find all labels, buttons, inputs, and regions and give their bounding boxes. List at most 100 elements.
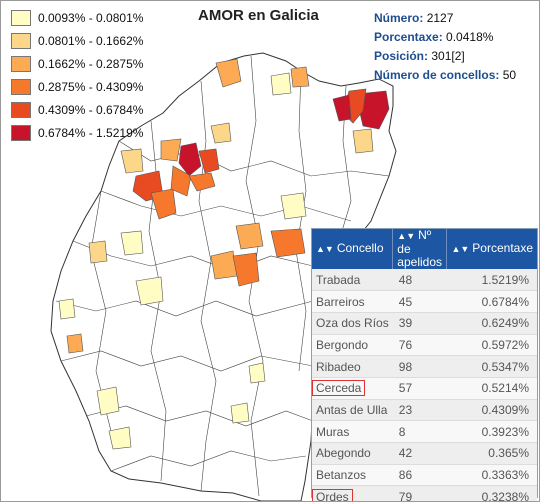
stat-posicion: Posición: 301[2] [374,49,465,63]
cell-porcentaxe: 0.365% [446,442,537,465]
cell-porcentaxe: 0.3238% [446,485,537,501]
cell-porcentaxe: 0.4309% [446,399,537,422]
table-row[interactable]: Ribadeo 98 0.5347% [312,355,537,378]
municipality-central-1 [235,222,264,250]
cell-concello: Cerceda [312,377,393,400]
cell-concello: Oza dos Ríos [312,312,393,335]
cell-apelidos: 8 [392,420,447,443]
municipality-bergondo [198,148,220,174]
sort-icon: ▲▼ [316,244,334,254]
legend-swatch [11,10,31,26]
cell-concello: Ordes [312,485,393,501]
cell-porcentaxe: 0.6784% [446,290,537,313]
municipality-pale-9 [230,402,250,424]
municipality-pale-2 [135,276,164,306]
municipality-pale-6 [108,426,132,450]
cell-concello: Muras [312,420,393,443]
municipality-central-2 [270,228,306,258]
cell-apelidos: 98 [392,355,447,378]
legend-label: 0.4309% - 0.6784% [38,103,144,117]
legend-item: 0.6784% - 1.5219% [11,122,186,144]
legend-item: 0.0093% - 0.0801% [11,7,186,29]
legend-label: 0.0093% - 0.0801% [38,11,144,25]
stat-concellos: Número de concellos: 50 [374,68,517,82]
column-header-porcentaxe[interactable]: ▲▼ Porcentaxe [446,229,537,269]
municipality-yellow-1 [120,148,144,174]
table-row[interactable]: Muras 8 0.3923% [312,420,537,443]
municipality-orange-north [215,58,242,88]
column-header-concello[interactable]: ▲▼ Concello [312,229,394,269]
table-row[interactable]: Ordes 79 0.3238% [312,485,537,501]
legend-item: 0.4309% - 0.6784% [11,99,186,121]
municipality-yellow-2 [210,122,232,144]
stat-porcentaxe: Porcentaxe: 0.0418% [374,30,494,44]
municipality-antas [232,252,260,287]
cell-apelidos: 57 [392,377,447,400]
legend: 0.0093% - 0.0801% 0.0801% - 0.1662% 0.16… [11,7,186,145]
cell-porcentaxe: 0.3363% [446,464,537,487]
cell-apelidos: 39 [392,312,447,335]
municipality-pale-7 [58,298,76,320]
cell-apelidos: 23 [392,399,447,422]
municipality-central-3 [210,250,238,280]
cell-porcentaxe: 0.5214% [446,377,537,400]
municipality-pale-3 [120,230,144,256]
legend-swatch [11,102,31,118]
table-row[interactable]: Abegondo 42 0.365% [312,442,537,465]
cell-porcentaxe: 1.5219% [446,269,537,292]
stat-numero: Número: 2127 [374,11,454,25]
legend-item: 0.0801% - 0.1662% [11,30,186,52]
cell-porcentaxe: 0.6249% [446,312,537,335]
municipality-ordes [150,188,177,220]
legend-label: 0.6784% - 1.5219% [38,126,144,140]
cell-concello: Bergondo [312,334,393,357]
cell-concello: Betanzos [312,464,393,487]
table-row[interactable]: Antas de Ulla 23 0.4309% [312,399,537,422]
cell-concello: Barreiros [312,290,393,313]
cell-apelidos: 45 [392,290,447,313]
column-header-apelidos[interactable]: ▲▼ Nº de apelidos [392,229,448,269]
municipality-barreiros [332,94,352,122]
legend-label: 0.2875% - 0.4309% [38,80,144,94]
legend-label: 0.0801% - 0.1662% [38,34,144,48]
municipality-orange-ne [290,66,310,88]
cell-porcentaxe: 0.5972% [446,334,537,357]
legend-swatch [11,56,31,72]
legend-item: 0.2875% - 0.4309% [11,76,186,98]
legend-swatch [11,79,31,95]
map-title: AMOR en Galicia [198,7,319,24]
table-row[interactable]: Bergondo 76 0.5972% [312,334,537,357]
municipality-pale-4 [88,240,108,264]
stats-panel: Número: 2127 Porcentaxe: 0.0418% Posició… [374,9,516,85]
municipality-oza [178,142,202,177]
cell-apelidos: 42 [392,442,447,465]
legend-label: 0.1662% - 0.2875% [38,57,144,71]
table-row[interactable]: Cerceda 57 0.5214% [312,377,537,400]
table-row[interactable]: Betanzos 86 0.3363% [312,464,537,487]
cell-apelidos: 76 [392,334,447,357]
cell-apelidos: 86 [392,464,447,487]
municipality-orange-west [66,333,84,354]
municipality-pale-5 [96,386,120,416]
cell-porcentaxe: 0.3923% [446,420,537,443]
cell-concello: Ribadeo [312,355,393,378]
cell-apelidos: 79 [392,485,447,501]
municipality-betanzos [170,165,192,197]
colored-municipalities [58,58,390,450]
table-row[interactable]: Oza dos Ríos 39 0.6249% [312,312,537,335]
municipality-pale-8 [248,362,266,384]
legend-swatch [11,33,31,49]
municipality-coruna-area [160,138,182,162]
cell-concello: Abegondo [312,442,393,465]
table-row[interactable]: Barreiros 45 0.6784% [312,290,537,313]
cell-concello: Trabada [312,269,393,292]
cell-concello: Antas de Ulla [312,399,393,422]
legend-swatch [11,125,31,141]
table-row[interactable]: Trabada 48 1.5219% [312,269,537,292]
sort-icon: ▲▼ [451,244,470,254]
sort-icon: ▲▼ [397,231,416,241]
concellos-table: ▲▼ Concello ▲▼ Nº de apelidos ▲▼ Porcentaxe… [311,228,538,501]
cell-apelidos: 48 [392,269,447,292]
